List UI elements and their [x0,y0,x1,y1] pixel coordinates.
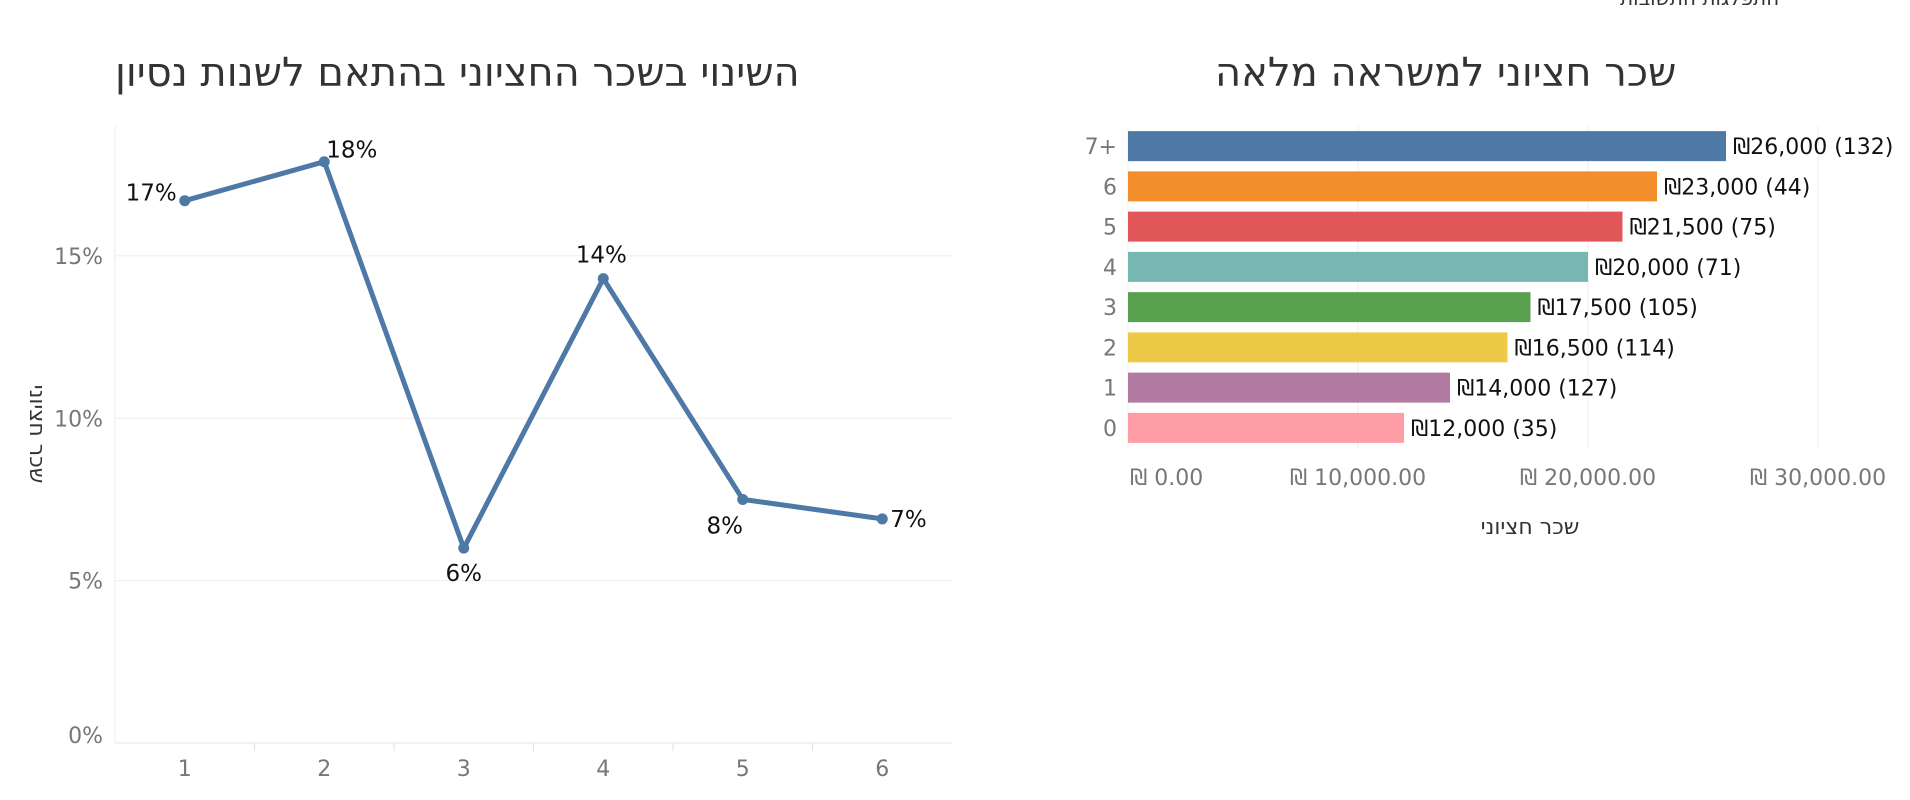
line-series [182,159,885,551]
bar [1128,412,1404,443]
line-data-label: 17% [126,181,177,207]
line-y-axis-title: שכר חציוני [24,385,49,484]
line-point [458,542,470,554]
bar-category-label: 2 [1103,336,1117,361]
bar [1128,332,1508,363]
bar-x-tick-label: ₪ 30,000.00 [1750,466,1886,491]
line-y-tick-label: 15% [54,245,103,270]
bar [1128,372,1450,403]
bar-category-label: 5 [1103,216,1117,241]
line-point [318,156,330,168]
bar [1128,131,1726,162]
bar-x-tick-label: ₪ 20,000.00 [1520,466,1656,491]
bar-x-tick-label: ₪ 10,000.00 [1290,466,1426,491]
line-point [876,513,888,525]
line-y-tick-label: 0% [68,724,103,749]
top-cut-off-label: התפלגות התשובות [1620,0,1779,10]
bar-data-label: ₪26,000 (132) [1733,135,1893,160]
bar-chart-title: שכר חציוני למשראה מלאה [1215,50,1677,96]
line-data-label: 8% [707,513,744,539]
line-y-tick-label: 10% [54,407,103,432]
line-data-label: 18% [326,138,377,164]
bar-data-label: ₪14,000 (127) [1457,377,1617,402]
line-x-tick-label: 3 [457,757,471,782]
line-x-tick-label: 5 [736,757,750,782]
line-data-label: 14% [576,243,627,269]
bar-data-label: ₪16,500 (114) [1515,336,1675,361]
bar [1128,251,1588,282]
bar [1128,211,1623,242]
bar-x-axis-title: שכר חציוני [1481,515,1580,540]
line-data-label: 7% [890,507,927,533]
line-point [179,195,191,207]
bar-data-label: ₪17,500 (105) [1538,296,1698,321]
bar-category-label: 0 [1103,417,1117,442]
bar-category-label: 1 [1103,377,1117,402]
line-data-label: 6% [446,561,483,587]
bar-category-label: 6 [1103,175,1117,200]
bar [1128,171,1657,202]
line-chart-title: השינוי בשכר החציוני בהתאם לשנות נסיון [115,50,800,96]
bar-x-tick-label: ₪ 0.00 [1130,466,1203,491]
line-x-tick-label: 2 [317,757,331,782]
bar-data-label: ₪12,000 (35) [1411,417,1557,442]
bar [1128,292,1531,323]
line-x-tick-label: 1 [178,757,192,782]
bar-category-label: 3 [1103,296,1117,321]
line-x-tick-label: 6 [875,757,889,782]
line-y-tick-label: 5% [68,570,103,595]
bar-data-label: ₪23,000 (44) [1664,175,1810,200]
bar-category-label: 7+ [1085,135,1117,160]
bar-data-label: ₪21,500 (75) [1630,216,1776,241]
bar-category-label: 4 [1103,256,1117,281]
line-point [597,273,609,285]
bar-data-label: ₪20,000 (71) [1595,256,1741,281]
line-point [737,493,749,505]
line-x-tick-label: 4 [596,757,610,782]
